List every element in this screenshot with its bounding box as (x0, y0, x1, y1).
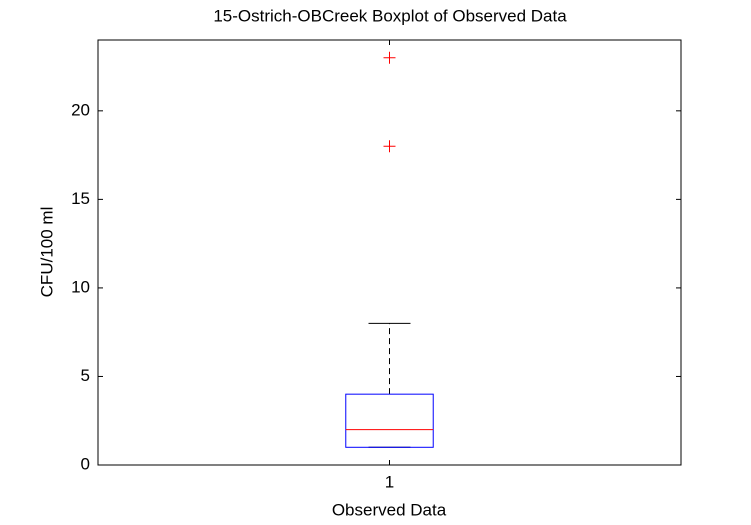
y-tick-label: 15 (71, 189, 90, 208)
y-tick-label: 5 (81, 366, 90, 385)
outlier (383, 51, 396, 64)
outlier (383, 140, 396, 153)
y-tick-label: 0 (81, 454, 90, 473)
y-tick-label: 20 (71, 100, 90, 119)
chart-title: 15-Ostrich-OBCreek Boxplot of Observed D… (213, 6, 567, 25)
y-axis-label: CFU/100 ml (37, 207, 56, 298)
x-tick-label: 1 (385, 472, 394, 491)
x-axis-label: Observed Data (332, 500, 447, 519)
y-tick-label: 10 (71, 277, 90, 296)
box (345, 393, 434, 448)
